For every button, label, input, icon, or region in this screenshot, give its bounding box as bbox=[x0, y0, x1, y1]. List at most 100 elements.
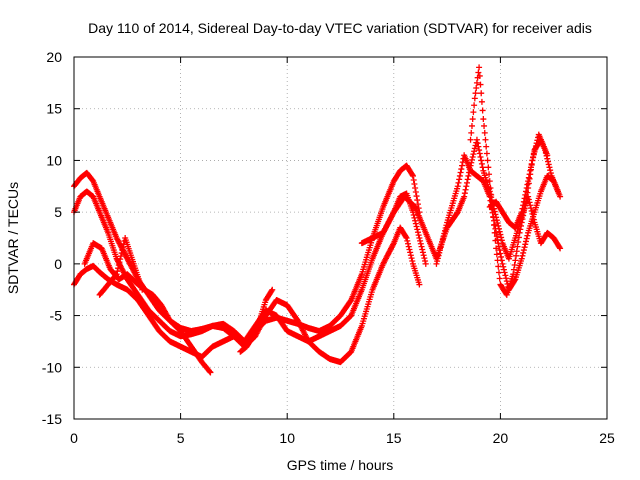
data-point bbox=[520, 202, 527, 209]
data-point bbox=[513, 252, 520, 259]
data-point bbox=[414, 197, 421, 204]
data-point bbox=[443, 222, 450, 229]
data-point bbox=[528, 160, 535, 167]
data-point bbox=[482, 136, 489, 143]
data-point bbox=[525, 178, 532, 185]
y-tick-label: 20 bbox=[46, 49, 62, 65]
data-point bbox=[117, 253, 124, 260]
data-point bbox=[522, 188, 529, 195]
data-point bbox=[416, 281, 423, 288]
data-point bbox=[477, 153, 484, 160]
data-point bbox=[412, 189, 419, 196]
data-point bbox=[468, 129, 475, 136]
data-point bbox=[269, 286, 276, 293]
data-point bbox=[206, 368, 213, 375]
data-point bbox=[439, 236, 446, 243]
data-point bbox=[481, 122, 488, 129]
data-point bbox=[471, 145, 478, 152]
data-point bbox=[516, 229, 523, 236]
data-point bbox=[476, 72, 483, 79]
data-point bbox=[414, 226, 421, 233]
data-point bbox=[473, 85, 480, 92]
series-track-9 bbox=[486, 136, 551, 231]
series-track-10 bbox=[237, 286, 276, 355]
data-point bbox=[522, 191, 529, 198]
data-point bbox=[459, 162, 466, 169]
data-point bbox=[409, 171, 416, 178]
data-point bbox=[495, 269, 502, 276]
data-point bbox=[501, 269, 508, 276]
data-point bbox=[475, 143, 482, 150]
y-tick-label: -10 bbox=[42, 359, 62, 375]
y-tick-label: -15 bbox=[42, 411, 62, 427]
data-point bbox=[471, 95, 478, 102]
data-point bbox=[454, 183, 461, 190]
y-tick-label: 15 bbox=[46, 101, 62, 117]
x-tick-label: 10 bbox=[279, 430, 295, 446]
data-point bbox=[403, 235, 410, 241]
data-marks bbox=[71, 64, 564, 376]
data-point bbox=[485, 164, 492, 171]
data-point bbox=[470, 109, 477, 116]
data-point bbox=[520, 249, 527, 256]
x-tick-label: 15 bbox=[386, 430, 402, 446]
axis-ticks bbox=[73, 56, 608, 420]
data-point bbox=[518, 209, 525, 216]
data-point bbox=[522, 241, 529, 248]
data-point bbox=[526, 171, 533, 178]
data-point bbox=[483, 143, 490, 150]
series-track-3 bbox=[71, 224, 423, 366]
data-point bbox=[495, 263, 502, 270]
series-track-2 bbox=[71, 188, 429, 345]
plot-frame bbox=[73, 56, 608, 420]
data-point bbox=[469, 153, 476, 160]
data-point bbox=[521, 244, 528, 251]
data-point bbox=[405, 243, 412, 250]
data-point bbox=[522, 238, 529, 245]
data-point bbox=[416, 235, 423, 241]
data-point bbox=[441, 230, 448, 237]
data-point bbox=[554, 188, 561, 195]
data-point bbox=[493, 251, 500, 258]
chart-title: Day 110 of 2014, Sidereal Day-to-day VTE… bbox=[88, 20, 592, 36]
data-point bbox=[118, 250, 125, 257]
data-point bbox=[486, 178, 493, 185]
data-point bbox=[471, 102, 478, 109]
data-point bbox=[407, 249, 414, 256]
data-point bbox=[493, 245, 500, 252]
data-point bbox=[442, 225, 449, 232]
data-point bbox=[547, 170, 554, 177]
data-point bbox=[524, 181, 531, 188]
data-point bbox=[557, 193, 564, 200]
data-point bbox=[414, 229, 421, 236]
data-point bbox=[422, 257, 429, 264]
data-point bbox=[496, 275, 503, 282]
data-point bbox=[469, 116, 476, 123]
data-point bbox=[437, 244, 444, 251]
data-point bbox=[470, 151, 477, 158]
data-point bbox=[409, 172, 416, 179]
data-point bbox=[523, 235, 530, 242]
x-axis-label: GPS time / hours bbox=[287, 457, 394, 473]
data-point bbox=[461, 193, 468, 200]
data-point bbox=[512, 257, 519, 264]
data-point bbox=[436, 247, 443, 254]
data-point bbox=[119, 247, 126, 254]
data-point bbox=[519, 205, 526, 212]
data-point bbox=[492, 237, 499, 244]
data-point bbox=[410, 176, 417, 183]
data-point bbox=[521, 195, 528, 202]
data-point bbox=[478, 157, 485, 164]
data-point bbox=[435, 252, 442, 259]
data-point bbox=[488, 191, 495, 198]
series-track-5 bbox=[96, 235, 146, 298]
data-point bbox=[439, 238, 446, 245]
data-point bbox=[438, 241, 445, 248]
data-point bbox=[474, 140, 481, 147]
y-tick-label: -5 bbox=[50, 308, 63, 324]
data-point bbox=[478, 98, 485, 105]
data-point bbox=[513, 248, 520, 255]
data-point bbox=[465, 172, 472, 179]
data-point bbox=[495, 222, 502, 229]
data-point bbox=[405, 240, 412, 247]
